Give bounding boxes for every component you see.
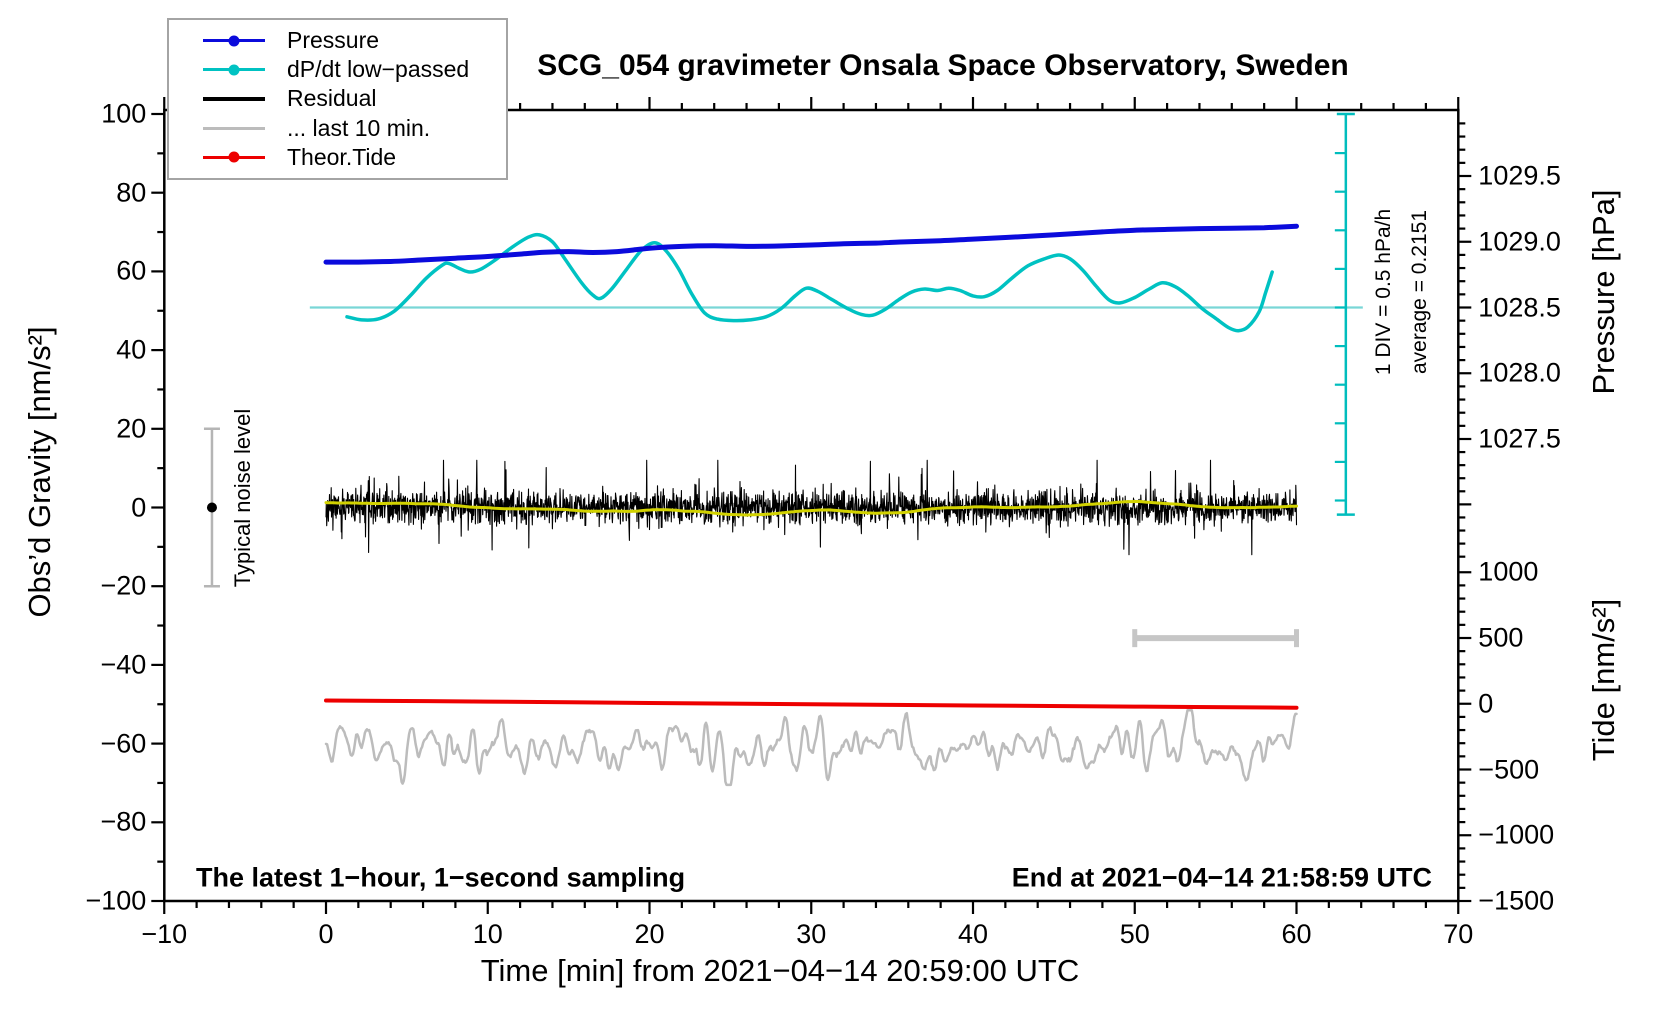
series-pressure bbox=[323, 223, 1299, 265]
legend-item: ... last 10 min. bbox=[169, 114, 506, 142]
tide-tick-label: −1500 bbox=[1478, 885, 1555, 916]
pressure-tick-label: 1027.5 bbox=[1478, 423, 1561, 454]
chart-title: SCG_054 gravimeter Onsala Space Observat… bbox=[537, 49, 1349, 82]
x-tick-label: 40 bbox=[957, 919, 989, 949]
y-axis-title-gravity: Obs’d Gravity [nm/s²] bbox=[22, 326, 57, 618]
legend-item: Pressure bbox=[169, 27, 506, 55]
tide-tick-label: 0 bbox=[1478, 688, 1494, 719]
pressure-tick-label: 1029.0 bbox=[1478, 226, 1561, 257]
x-tick-label: 70 bbox=[1443, 919, 1474, 949]
x-tick-label: 50 bbox=[1119, 919, 1150, 949]
x-tick-label: 30 bbox=[796, 919, 827, 949]
legend-dot-icon bbox=[228, 64, 240, 76]
gravity-tick-label: −60 bbox=[100, 728, 147, 759]
sampling-annotation: The latest 1−hour, 1−second sampling bbox=[196, 862, 686, 893]
tide-tick-label: 500 bbox=[1478, 622, 1524, 653]
legend-dot-icon bbox=[228, 151, 240, 163]
series--last-10-min- bbox=[324, 708, 1298, 787]
legend-item: Residual bbox=[169, 85, 506, 113]
x-tick-label: −10 bbox=[141, 919, 188, 949]
series-dp-dt-low-passed bbox=[345, 232, 1274, 333]
average-annotation: average = 0.2151 bbox=[1408, 209, 1431, 375]
y-axis-title-tide: Tide [nm/s²] bbox=[1586, 598, 1621, 762]
tide-tick-label: −1000 bbox=[1478, 819, 1555, 850]
gravity-tick-label: 0 bbox=[131, 492, 147, 522]
series-theor-tide bbox=[324, 698, 1299, 710]
series-residual-smoothed bbox=[324, 500, 1298, 517]
div-scale-annotation: 1 DIV = 0.5 hPa/h bbox=[1372, 208, 1395, 376]
x-tick-label: 20 bbox=[634, 919, 665, 949]
legend-dot-icon bbox=[228, 35, 240, 47]
end-time-annotation: End at 2021−04−14 21:58:59 UTC bbox=[1011, 862, 1432, 893]
legend-item-label: dP/dt low−passed bbox=[287, 56, 470, 83]
legend-item-label: Theor.Tide bbox=[287, 143, 397, 170]
legend-item-label: Pressure bbox=[287, 27, 380, 54]
pressure-tick-label: 1029.5 bbox=[1478, 160, 1561, 191]
y-axis-title-pressure: Pressure [hPa] bbox=[1586, 189, 1621, 395]
legend-item: Theor.Tide bbox=[169, 143, 506, 171]
gravity-tick-label: −100 bbox=[85, 885, 147, 916]
gravity-tick-label: 80 bbox=[116, 177, 147, 208]
pressure-tick-label: 1028.0 bbox=[1478, 357, 1561, 388]
x-axis-title: Time [min] from 2021−04−14 20:59:00 UTC bbox=[480, 953, 1080, 988]
tide-tick-label: −500 bbox=[1478, 754, 1540, 784]
gravity-tick-label: 20 bbox=[116, 413, 147, 444]
gravity-tick-label: −20 bbox=[100, 570, 147, 601]
gravity-tick-label: 40 bbox=[116, 334, 147, 365]
noise-errorbar-dot bbox=[206, 502, 217, 513]
gravity-tick-label: −80 bbox=[100, 806, 147, 837]
gravity-tick-label: 100 bbox=[101, 98, 147, 129]
gravity-tick-label: 60 bbox=[116, 255, 147, 286]
legend-item-label: ... last 10 min. bbox=[287, 114, 431, 141]
x-tick-label: 0 bbox=[318, 919, 334, 949]
tide-tick-label: 1000 bbox=[1478, 556, 1539, 587]
legend-box: Pressure dP/dt low−passed Residual... last… bbox=[167, 18, 508, 180]
legend-item: dP/dt low−passed bbox=[169, 56, 506, 84]
gravity-tick-label: −40 bbox=[100, 649, 147, 680]
x-tick-label: 60 bbox=[1281, 919, 1312, 949]
legend-item-label: Residual bbox=[287, 85, 377, 112]
pressure-tick-label: 1028.5 bbox=[1478, 292, 1561, 322]
x-tick-label: 10 bbox=[472, 919, 503, 949]
noise-level-annotation: Typical noise level bbox=[230, 408, 255, 588]
